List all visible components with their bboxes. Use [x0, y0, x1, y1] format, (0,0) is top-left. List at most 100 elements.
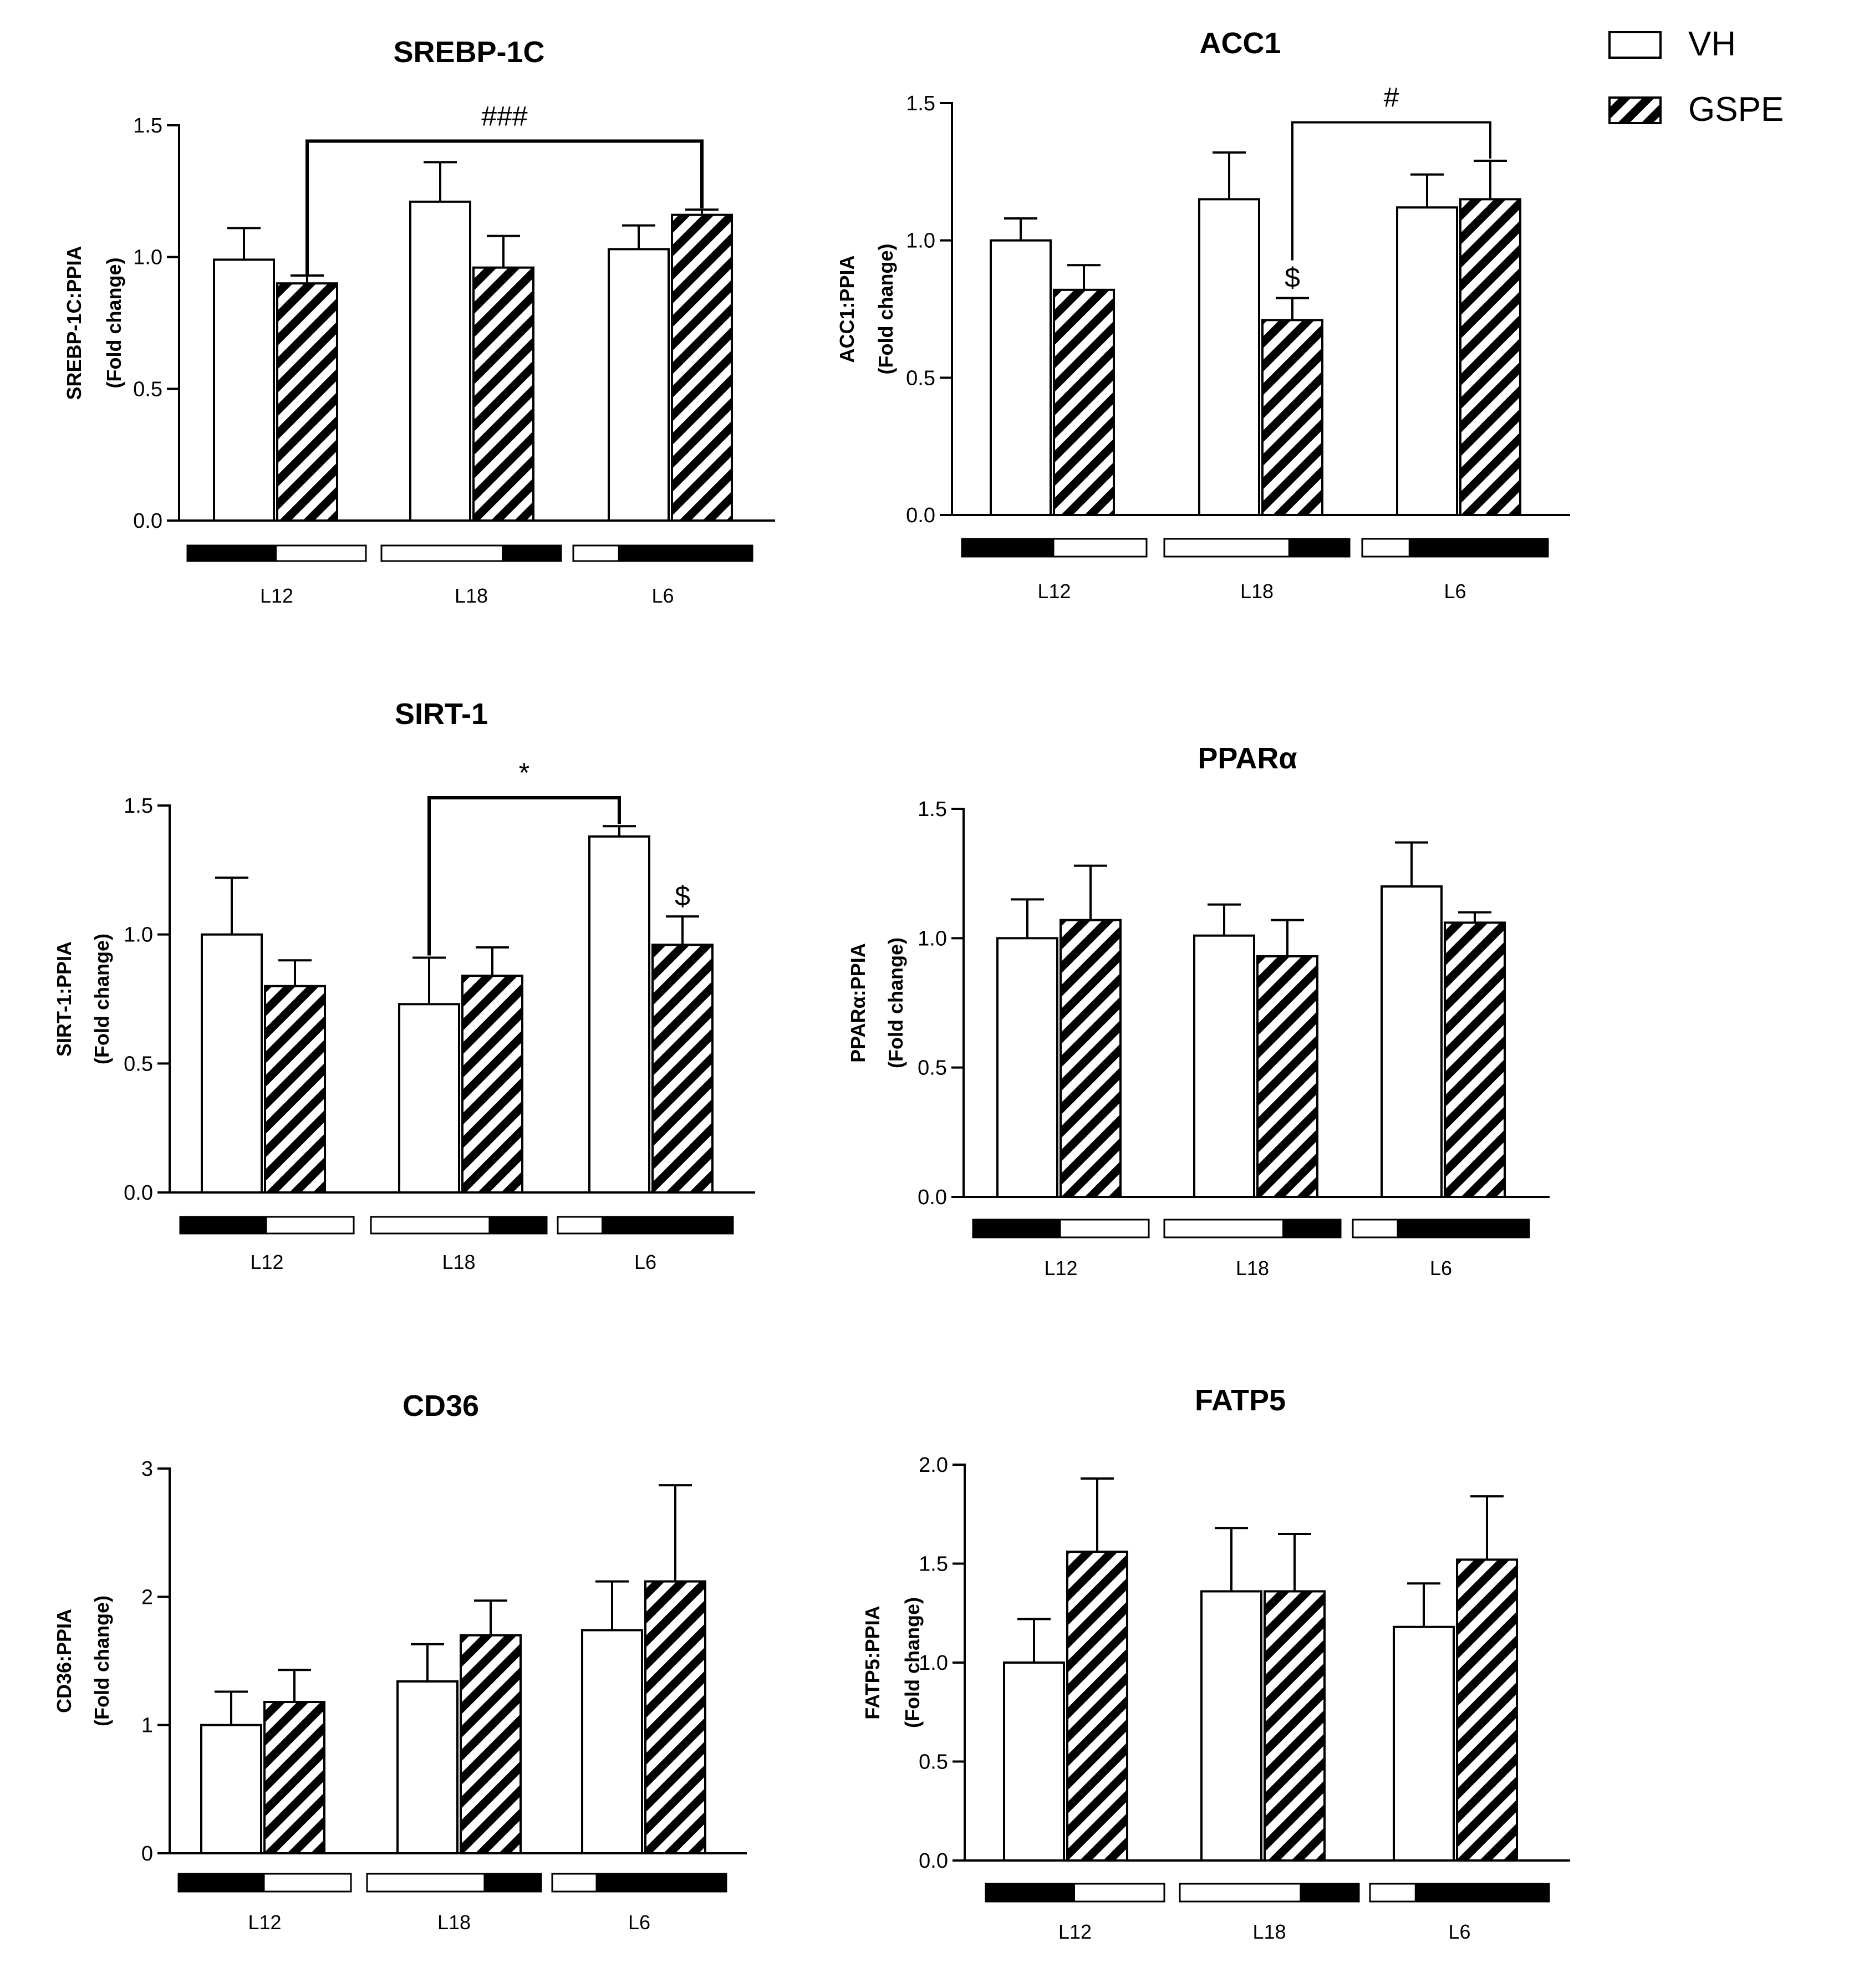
chart-fatp5: FATP5 FATP5:PPIA (Fold change) 0.0 0.5 1.0 1.5…: [861, 1384, 1570, 1943]
category-label: L18: [1252, 1920, 1286, 1943]
category-label: L18: [1240, 580, 1274, 603]
significance-bracket: [305, 139, 704, 277]
y-tick-label: 3: [141, 1457, 153, 1481]
chart-title: FATP5: [1195, 1384, 1286, 1417]
bar-vh-l6: [1396, 206, 1458, 516]
chart-title: CD36: [403, 1389, 479, 1423]
y-tick-label: 1.0: [906, 230, 935, 253]
bar-vh-l12: [213, 258, 275, 522]
y-tick-label: 1.5: [124, 794, 153, 818]
category-label: L18: [442, 1251, 475, 1273]
y-axis-label: (Fold change): [884, 937, 907, 1068]
photoperiod-dark: [618, 546, 752, 561]
y-tick-label: 0.0: [124, 1181, 153, 1205]
photoperiod-dark: [962, 539, 1055, 557]
photoperiod-dark: [595, 1874, 726, 1892]
chart-sirt-1: SIRT-1 SIRT-1:PPIA (Fold change) 0.0 0.5 1.0 1…: [53, 697, 755, 1273]
y-tick-label: 1.0: [133, 246, 162, 269]
photoperiod-dark: [986, 1884, 1075, 1902]
photoperiod-dark: [602, 1217, 733, 1233]
legend: VH GSPE: [1608, 25, 1784, 129]
legend-swatch-gspe: [1608, 96, 1662, 124]
legend-swatch-vh: [1608, 31, 1662, 59]
significance-marker: $: [1285, 262, 1300, 293]
y-tick-label: 0.5: [918, 1057, 947, 1080]
bar-gspe-l18: [1256, 955, 1318, 1198]
y-tick-label: 0.5: [133, 378, 162, 401]
photoperiod-dark: [488, 1217, 547, 1233]
y-axis-label: FATP5:PPIA: [861, 1605, 884, 1719]
category-label: L12: [248, 1911, 281, 1934]
bar-gspe-l18: [1264, 1590, 1326, 1862]
bar-gspe-l18: [460, 1634, 522, 1855]
photoperiod-dark: [1300, 1884, 1359, 1902]
photoperiod-dark: [502, 546, 561, 561]
bar-gspe-l6: [651, 944, 714, 1194]
y-tick-label: 1.5: [918, 798, 947, 821]
category-label: L6: [1444, 580, 1466, 603]
category-label: L12: [1037, 580, 1071, 603]
bar-gspe-l12: [1066, 1551, 1128, 1862]
category-label: L6: [1448, 1920, 1470, 1943]
y-axis-label: CD36:PPIA: [53, 1609, 75, 1713]
bar-vh-l18: [409, 200, 471, 522]
bar-vh-l12: [201, 933, 263, 1194]
bar-vh-l6: [588, 835, 650, 1194]
bar-vh-l6: [1381, 885, 1443, 1198]
significance-label: #: [1384, 82, 1399, 113]
y-axis-label: (Fold change): [90, 934, 113, 1064]
y-tick-label: 1.5: [133, 114, 162, 137]
category-label: L6: [628, 1911, 650, 1934]
bar-gspe-l18: [1261, 319, 1323, 517]
category-label: L6: [651, 584, 674, 607]
bar-gspe-l6: [1459, 198, 1521, 517]
bar-gspe-l6: [1456, 1558, 1518, 1862]
y-tick-label: 0.0: [918, 1186, 947, 1209]
bar-vh-l12: [996, 937, 1058, 1199]
category-label: L12: [260, 584, 293, 607]
photoperiod-dark: [1282, 1220, 1341, 1237]
category-label: L6: [634, 1251, 656, 1273]
y-axis-label: (Fold change): [901, 1597, 924, 1728]
chart-title: PPARα: [1198, 742, 1297, 775]
bar-gspe-l12: [263, 1701, 325, 1854]
bar-vh-l18: [1200, 1590, 1262, 1862]
category-label: L18: [455, 584, 488, 607]
y-tick-label: 0.5: [919, 1751, 948, 1774]
photoperiod-dark: [1408, 539, 1548, 557]
bar-gspe-l6: [671, 213, 733, 522]
bar-gspe-l6: [644, 1580, 706, 1854]
bar-vh-l18: [398, 1003, 460, 1194]
category-label: L12: [250, 1251, 283, 1273]
y-tick-label: 1.0: [919, 1651, 948, 1675]
photoperiod-dark: [973, 1220, 1061, 1237]
bar-vh-l6: [1393, 1625, 1455, 1862]
bar-gspe-l18: [472, 266, 534, 522]
y-tick-label: 1.0: [918, 927, 947, 950]
bar-gspe-l12: [264, 985, 326, 1194]
significance-bracket: [427, 796, 621, 956]
photoperiod-dark: [1288, 539, 1349, 557]
significance-label: *: [519, 757, 529, 788]
photoperiod-dark: [1414, 1884, 1549, 1902]
category-label: L12: [1058, 1920, 1092, 1943]
photoperiod-dark: [1397, 1220, 1529, 1237]
significance-label: ###: [481, 101, 528, 132]
photoperiod-dark: [187, 546, 277, 561]
chart-acc1: ACC1 ACC1:PPIA (Fold change) 0.0 0.5 1.0 1.5 L1…: [836, 27, 1570, 603]
photoperiod-dark: [483, 1874, 541, 1892]
bar-vh-l6: [608, 248, 670, 522]
significance-marker: $: [675, 880, 690, 911]
bar-gspe-l12: [1060, 919, 1122, 1198]
chart-cd36: CD36 CD36:PPIA (Fold change) 0 1 2 3 L12 L18 L6: [53, 1389, 747, 1934]
y-tick-label: 0.5: [124, 1052, 153, 1075]
y-tick-label: 0.0: [906, 504, 935, 527]
y-axis-label: ACC1:PPIA: [836, 255, 858, 363]
chart-title: SIRT-1: [395, 697, 488, 731]
y-axis-label: (Fold change): [103, 258, 125, 389]
legend-label-vh: VH: [1688, 25, 1736, 63]
y-tick-label: 0.0: [133, 509, 162, 533]
y-axis-label: SIRT-1:PPIA: [53, 941, 75, 1057]
bar-vh-l6: [581, 1629, 643, 1854]
